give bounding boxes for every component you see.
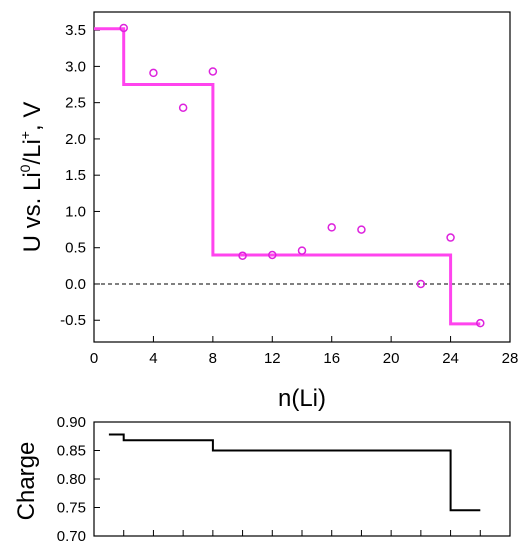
charge-y-ticks: 0.70 0.75 0.80 0.85 0.90 — [57, 414, 100, 545]
x-tick-label: 8 — [209, 350, 217, 367]
y-tick-label: 0.80 — [57, 471, 86, 488]
y-tick-label: 3.0 — [65, 58, 86, 75]
data-point — [297, 246, 307, 255]
y-tick-label: 0.90 — [57, 414, 86, 431]
voltage-series — [94, 23, 485, 328]
charge-step-line — [108, 433, 481, 512]
data-point — [268, 250, 277, 260]
voltage-plot-frame — [93, 11, 511, 343]
y-tick-label: 0.75 — [57, 500, 86, 517]
data-point — [178, 103, 188, 112]
y-tick-label: 0.5 — [65, 240, 86, 257]
y-tick-label: 1.0 — [65, 203, 86, 220]
y-title-mid: /Li — [19, 139, 46, 164]
voltage-x-axis-title: n(Li) — [278, 385, 326, 412]
charge-y-axis-title: Charge — [13, 442, 40, 521]
data-point — [149, 68, 158, 78]
data-point — [446, 233, 455, 242]
data-point — [476, 318, 485, 328]
voltage-x-ticks: 0 4 8 12 16 20 24 28 — [90, 336, 519, 367]
y-title-sup1: 0 — [17, 164, 33, 172]
data-point — [238, 251, 247, 260]
data-point — [208, 67, 218, 76]
x-tick-label: 12 — [264, 350, 281, 367]
voltage-y-axis-title: U vs. Li0/Li+, V — [17, 102, 46, 253]
data-point — [416, 279, 426, 289]
x-tick-label: 28 — [502, 350, 519, 367]
x-tick-label: 24 — [442, 350, 459, 367]
charge-chart: 0.70 0.75 0.80 0.85 0.90 Charge — [13, 414, 511, 545]
x-tick-label: 0 — [90, 350, 98, 367]
y-title-main: U vs. Li — [19, 172, 46, 252]
fitted-voltage-step-line — [94, 27, 481, 326]
y-title-end: , V — [19, 102, 46, 131]
y-tick-label: -0.5 — [60, 312, 86, 329]
x-tick-label: 16 — [323, 350, 340, 367]
charge-x-ticks — [93, 530, 511, 536]
y-tick-label: 0.70 — [57, 528, 86, 545]
y-tick-label: 3.5 — [65, 22, 86, 39]
y-tick-label: 0.0 — [65, 276, 86, 293]
x-tick-label: 4 — [149, 350, 157, 367]
data-point — [119, 23, 128, 33]
y-tick-label: 0.85 — [57, 443, 86, 460]
charge-series — [108, 433, 481, 512]
data-point — [357, 225, 366, 234]
y-tick-label: 2.5 — [65, 95, 86, 112]
voltage-y-ticks: -0.5 0.0 0.5 1.0 1.5 2.0 2.5 3.0 3.5 — [60, 22, 100, 329]
voltage-chart: 0 4 8 12 16 20 24 28 -0.5 0.0 0.5 1.0 1.5 2.0 2.5 3.0 3… — [17, 11, 519, 412]
data-point — [327, 223, 336, 232]
x-tick-label: 20 — [383, 350, 400, 367]
y-tick-label: 2.0 — [65, 131, 86, 148]
y-tick-label: 1.5 — [65, 167, 86, 184]
y-title-sup2: + — [17, 131, 33, 139]
